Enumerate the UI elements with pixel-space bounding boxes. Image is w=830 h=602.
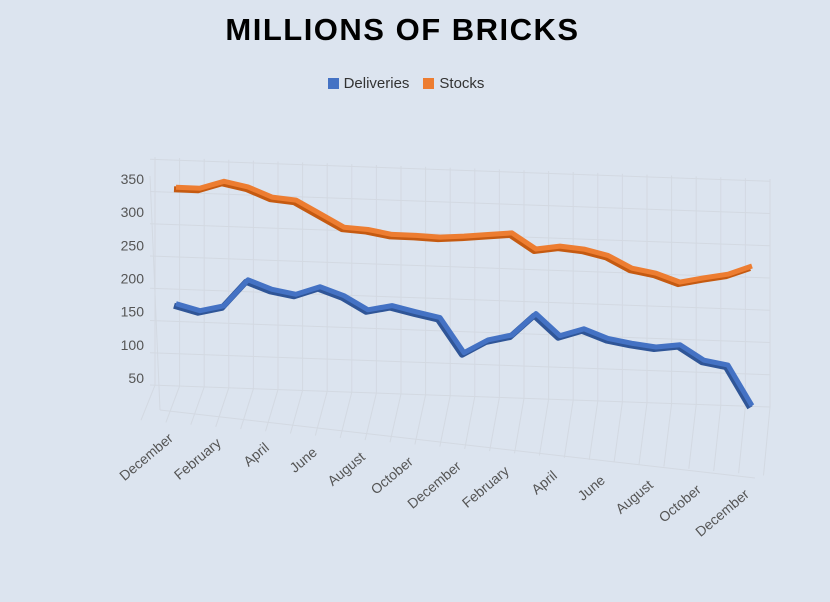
gridline-floor [190, 386, 205, 425]
chart-title: MILLIONS OF BRICKS [225, 12, 580, 47]
gridline-floor [339, 392, 353, 438]
gridline-floor [265, 389, 279, 432]
legend-item-stocks: Stocks [423, 75, 484, 92]
gridline-floor [364, 392, 377, 441]
gridline-floor [140, 384, 156, 421]
y-tick-label: 200 [121, 271, 145, 287]
legend: Deliveries Stocks [0, 75, 812, 92]
gridline-floor [414, 394, 427, 445]
x-tick-label: August [324, 448, 368, 488]
x-tick-label: April [240, 439, 272, 469]
gridline-horizontal [149, 320, 771, 344]
gridline-horizontal [149, 158, 771, 182]
y-tick-label: 150 [121, 304, 145, 320]
legend-label-stocks: Stocks [439, 75, 485, 92]
y-tick-label: 250 [121, 237, 145, 253]
x-tick-label: October [655, 481, 704, 525]
gridline-floor [165, 385, 181, 423]
gridline-horizontal [149, 287, 771, 311]
gridline-horizontal [149, 384, 771, 408]
series-line-deliveries [175, 277, 755, 407]
gridline-floor [638, 402, 648, 465]
gridline-floor [514, 398, 525, 454]
legend-label-deliveries: Deliveries [343, 75, 410, 92]
legend-swatch-stocks [423, 78, 435, 89]
y-tick-label: 100 [121, 337, 145, 353]
gridline-floor [688, 404, 697, 469]
legend-swatch-deliveries [327, 78, 339, 89]
gridline-horizontal [149, 191, 771, 215]
y-tick-label: 300 [121, 204, 145, 220]
gridline-floor [389, 393, 402, 443]
x-tick-label: February [459, 463, 512, 511]
gridline-floor [613, 401, 623, 463]
y-tick-label: 50 [128, 370, 144, 386]
x-tick-label: June [286, 444, 320, 476]
gridline-floor [663, 403, 673, 467]
gridline-floor [538, 399, 550, 456]
gridline-floor [563, 399, 574, 458]
y-tick-label: 350 [121, 171, 145, 187]
gridline-floor [588, 400, 599, 461]
gridline-floor [439, 395, 451, 447]
gridline-floor [763, 406, 771, 476]
x-tick-label: February [171, 435, 224, 483]
gridline-floor [713, 405, 722, 472]
floor-front-edge [159, 409, 756, 479]
gridline-floor [738, 406, 746, 474]
x-tick-label: August [612, 476, 656, 516]
x-tick-label: December [116, 430, 176, 484]
gridline-floor [489, 397, 500, 452]
gridline-floor [240, 388, 254, 430]
gridline-floor [464, 396, 476, 450]
x-tick-label: June [574, 472, 608, 504]
gridline-floor [215, 387, 230, 427]
x-tick-label: April [528, 467, 560, 497]
legend-item-deliveries: Deliveries [327, 75, 410, 92]
left-wall-edge [149, 175, 161, 411]
gridline-horizontal [149, 255, 771, 279]
x-tick-label: October [367, 453, 416, 497]
gridline-floor [289, 390, 304, 434]
